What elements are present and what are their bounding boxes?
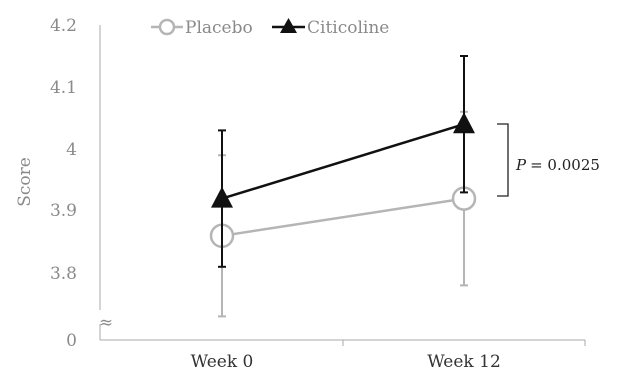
legend-placebo-marker xyxy=(158,18,176,36)
y-tick-label-4.2: 4.2 xyxy=(50,16,77,36)
legend-placebo-label: Placebo xyxy=(185,18,253,38)
axis-break-gap xyxy=(93,310,107,324)
citicoline-marker xyxy=(453,112,475,134)
bracket-line xyxy=(497,123,509,197)
x-tick-label-week-12: Week 12 xyxy=(427,352,501,372)
y-tick-label-4.1: 4.1 xyxy=(50,78,77,98)
y-tick-label-3.9: 3.9 xyxy=(50,201,77,221)
plot-area xyxy=(209,55,477,318)
p-value-annotation: P = 0.0025 xyxy=(515,156,600,174)
y-axis-label: Score xyxy=(15,157,35,207)
significance-bracket: P = 0.0025 xyxy=(497,123,600,197)
placebo-series-line xyxy=(221,197,465,238)
y-tick-label-3.8: 3.8 xyxy=(50,264,77,284)
p-value-symbol: P xyxy=(515,156,527,174)
x-tick-label-week-0: Week 0 xyxy=(191,352,254,372)
citicoline-series-line xyxy=(221,123,465,200)
legend-citicoline-marker xyxy=(280,18,297,33)
citicoline-marker xyxy=(211,186,233,208)
legend: Placebo Citicoline xyxy=(151,18,389,38)
legend-citicoline-label: Citicoline xyxy=(307,18,389,38)
y-tick-label-4: 4 xyxy=(66,140,77,160)
y-tick-label-0: 0 xyxy=(66,331,77,351)
p-value-text: = 0.0025 xyxy=(530,156,600,174)
axis-break-icon: ≈ xyxy=(99,313,113,333)
